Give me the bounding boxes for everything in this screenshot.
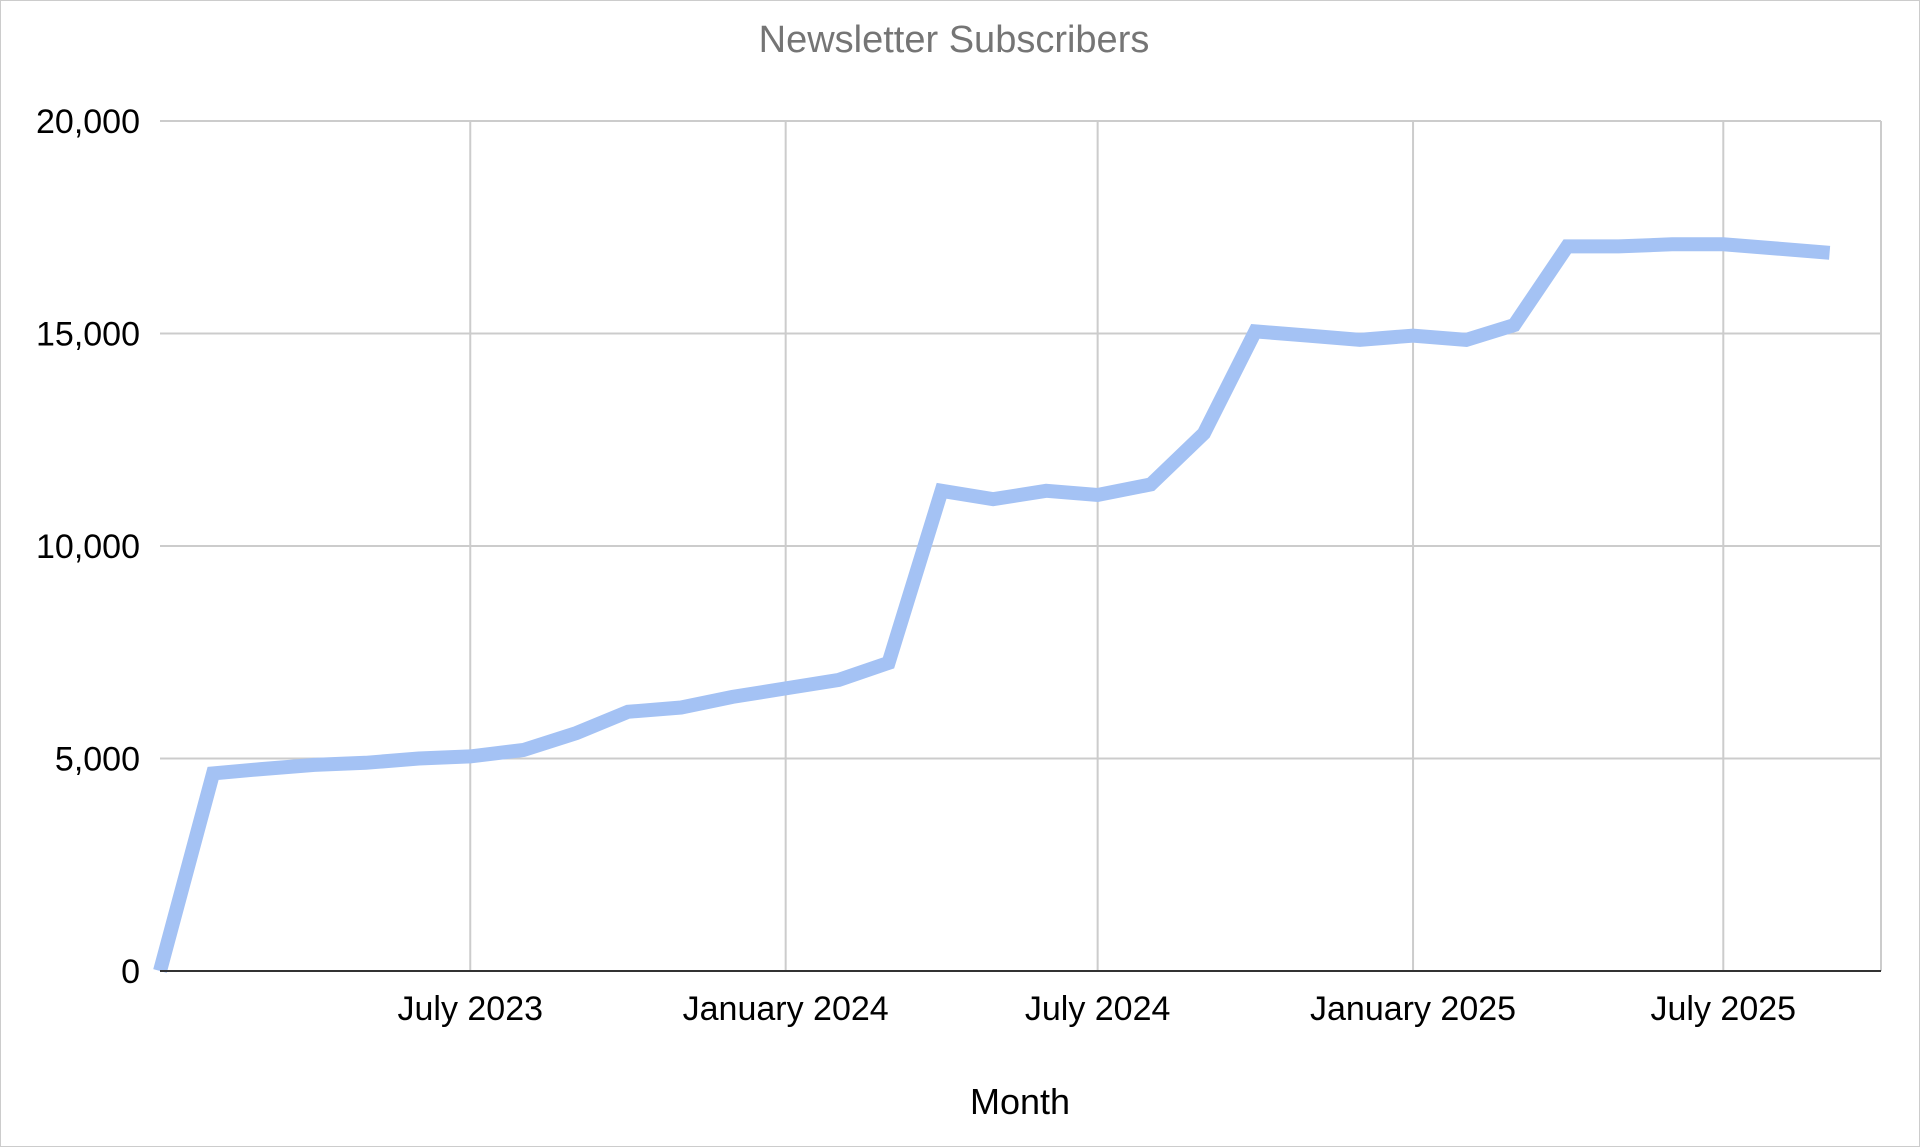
chart-title: Newsletter Subscribers	[759, 19, 1150, 61]
y-tick-label: 0	[121, 953, 140, 991]
y-tick-label: 15,000	[36, 316, 140, 354]
x-tick-label: January 2024	[683, 990, 889, 1028]
x-axis-title: Month	[970, 1081, 1070, 1122]
series-line	[153, 237, 1831, 973]
series-group	[153, 237, 1831, 973]
y-tick-label: 5,000	[55, 741, 140, 779]
x-tick-label: July 2024	[1025, 990, 1171, 1028]
x-axis-ticks: July 2023 January 2024 July 2024 January 20…	[397, 990, 1796, 1028]
y-tick-label: 20,000	[36, 103, 140, 141]
x-tick-label: July 2025	[1651, 990, 1797, 1028]
y-axis-ticks: 0 5,000 10,000 15,000 20,000	[36, 103, 140, 991]
y-tick-label: 10,000	[36, 528, 140, 566]
x-tick-label: January 2025	[1310, 990, 1516, 1028]
x-tick-label: July 2023	[397, 990, 543, 1028]
